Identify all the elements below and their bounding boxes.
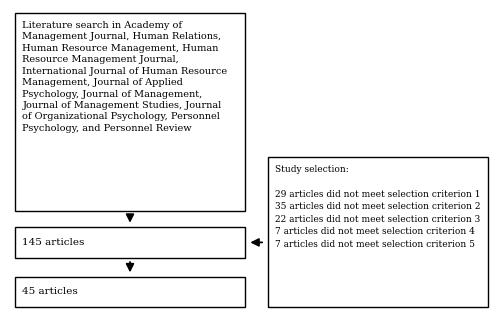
Bar <box>268 157 488 307</box>
Bar <box>15 277 245 307</box>
Text: Literature search in Academy of
Management Journal, Human Relations,
Human Resou: Literature search in Academy of Manageme… <box>22 21 228 133</box>
Text: 45 articles: 45 articles <box>22 287 78 297</box>
Bar <box>15 227 245 258</box>
Text: Study selection:

29 articles did not meet selection criterion 1
35 articles did: Study selection: 29 articles did not mee… <box>275 165 480 249</box>
Bar <box>15 13 245 211</box>
Text: 145 articles: 145 articles <box>22 238 85 247</box>
